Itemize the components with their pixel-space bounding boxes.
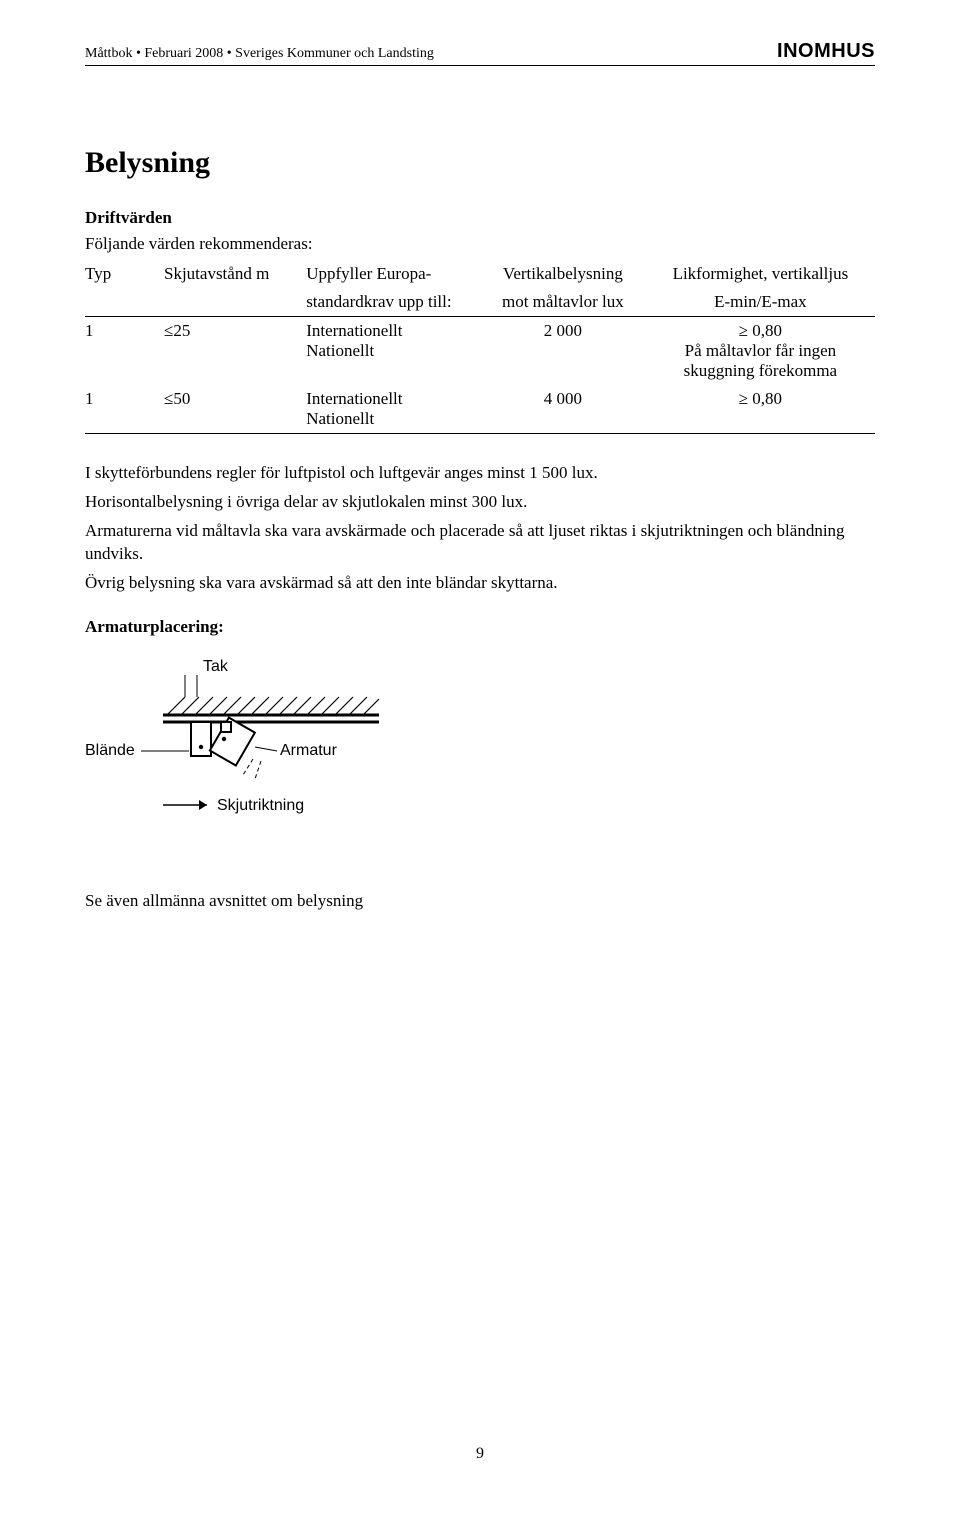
cell-lik: ≥ 0,80 På måltavlor får ingen skuggning … [654, 317, 875, 386]
cell-vert: 4 000 [480, 385, 654, 434]
cell-lik: ≥ 0,80 [654, 385, 875, 434]
cell-dist: ≤25 [164, 317, 306, 386]
label-tak: Tak [203, 658, 229, 675]
see-also: Se även allmänna avsnittet om belysning [85, 890, 875, 913]
th-std2: standardkrav upp till: [306, 288, 480, 317]
paragraph: I skytteförbundens regler för luftpistol… [85, 462, 875, 485]
label-armatur: Armatur [280, 742, 338, 759]
cell-std: Internationellt Nationellt [306, 385, 480, 434]
cell-typ: 1 [85, 385, 164, 434]
header-right-text: INOMHUS [777, 40, 875, 63]
armatur-heading: Armaturplacering: [85, 617, 875, 637]
drift-heading: Driftvärden [85, 208, 875, 228]
header-left-text: Måttbok • Februari 2008 • Sveriges Kommu… [85, 46, 434, 62]
cell-dist: ≤50 [164, 385, 306, 434]
values-table: Typ Skjutavstånd m Uppfyller Europa- Ver… [85, 260, 875, 434]
th-dist: Skjutavstånd m [164, 260, 306, 288]
section-title: Belysning [85, 146, 875, 180]
armatur-diagram: Tak [85, 655, 875, 850]
cell-std: Internationellt Nationellt [306, 317, 480, 386]
paragraph: Horisontalbelysning i övriga delar av sk… [85, 491, 875, 514]
cell-vert: 2 000 [480, 317, 654, 386]
ceiling-hatch [163, 697, 379, 715]
page-number: 9 [0, 1445, 960, 1463]
th-lik2: E-min/E-max [654, 288, 875, 317]
label-blande: Blände [85, 742, 135, 759]
th-vert2: mot måltavlor lux [480, 288, 654, 317]
table-row: 1 ≤50 Internationellt Nationellt 4 000 ≥… [85, 385, 875, 434]
blande-shape [191, 722, 211, 756]
label-skjut: Skjutriktning [217, 797, 304, 814]
table-row: 1 ≤25 Internationellt Nationellt 2 000 ≥… [85, 317, 875, 386]
page-header: Måttbok • Februari 2008 • Sveriges Kommu… [85, 40, 875, 66]
paragraph: Övrig belysning ska vara avskärmad så at… [85, 572, 875, 595]
th-vert1: Vertikalbelysning [480, 260, 654, 288]
th-lik1: Likformighet, vertikalljus [654, 260, 875, 288]
paragraph: Armaturerna vid måltavla ska vara avskär… [85, 520, 875, 566]
th-typ: Typ [85, 260, 164, 288]
armatur-shape [210, 717, 255, 765]
cell-typ: 1 [85, 317, 164, 386]
follow-line: Följande värden rekommenderas: [85, 234, 875, 254]
th-std1: Uppfyller Europa- [306, 260, 480, 288]
